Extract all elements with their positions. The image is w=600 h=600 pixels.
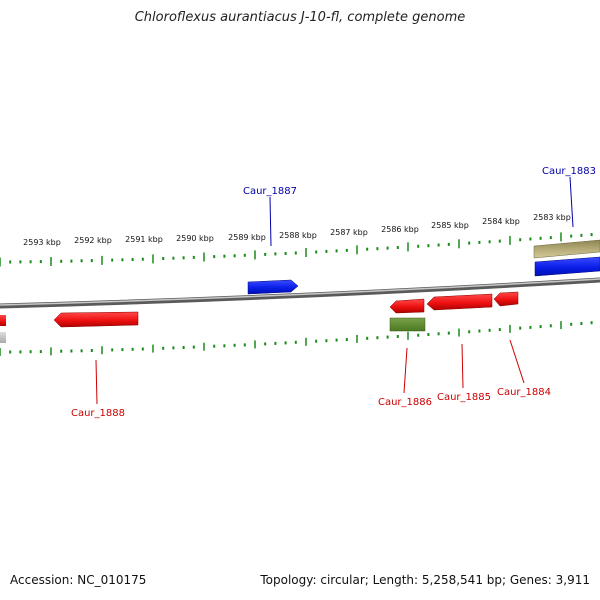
ruler-label: 2592 kbp	[74, 236, 112, 245]
ruler-label: 2587 kbp	[330, 228, 368, 237]
ruler-label: 2584 kbp	[482, 217, 520, 226]
gene-caur-1888[interactable]	[53, 311, 139, 328]
gene-caur-1887[interactable]	[247, 279, 299, 295]
upper-tick-track	[0, 232, 593, 267]
lower-tick-track	[0, 321, 593, 356]
genome-summary-text: Topology: circular; Length: 5,258,541 bp…	[260, 573, 590, 587]
feature-other-1[interactable]	[533, 239, 600, 259]
ruler-label: 2585 kbp	[431, 221, 469, 230]
gene-label-caur-1888[interactable]: Caur_1888	[71, 408, 125, 419]
gene-label-caur-1883[interactable]: Caur_1883	[542, 166, 596, 177]
ruler-label: 2589 kbp	[228, 233, 266, 242]
leader-caur-1886	[403, 347, 408, 394]
label-leaders	[95, 176, 574, 405]
ruler-label: 2590 kbp	[176, 234, 214, 243]
ruler-label: 2586 kbp	[381, 225, 419, 234]
leader-caur-1887	[269, 196, 272, 247]
gene-label-caur-1887[interactable]: Caur_1887	[243, 186, 297, 197]
accession-text: Accession: NC_010175	[10, 573, 147, 587]
leader-caur-1885	[461, 343, 464, 389]
gene-caur-1883[interactable]	[534, 256, 600, 277]
leader-caur-1888	[95, 359, 98, 405]
ruler-label: 2591 kbp	[125, 235, 163, 244]
gene-caur-1884[interactable]	[493, 291, 519, 307]
map-title: Chloroflexus aurantiacus J-10-fl, comple…	[134, 10, 466, 25]
leader-caur-1883	[569, 176, 574, 228]
gene-label-caur-1886[interactable]: Caur_1886	[378, 397, 432, 408]
gene-label-caur-1885[interactable]: Caur_1885	[437, 392, 491, 403]
ruler-label: 2593 kbp	[23, 238, 61, 247]
ruler-label: 2588 kbp	[279, 231, 317, 240]
gene-caur-1886[interactable]	[389, 298, 425, 314]
genome-backbone	[0, 277, 600, 309]
ruler-labels: 2593 kbp 2592 kbp 2591 kbp 2590 kbp 2589…	[23, 213, 571, 247]
gene-caur-1885[interactable]	[426, 293, 493, 311]
genome-backbone-highlight	[0, 278, 600, 306]
leader-caur-1884	[509, 339, 525, 384]
gene-left-edge-partial[interactable]	[0, 315, 6, 343]
rna-gene-1886[interactable]	[389, 317, 426, 332]
gene-label-caur-1884[interactable]: Caur_1884	[497, 387, 551, 398]
ruler-label: 2583 kbp	[533, 213, 571, 222]
